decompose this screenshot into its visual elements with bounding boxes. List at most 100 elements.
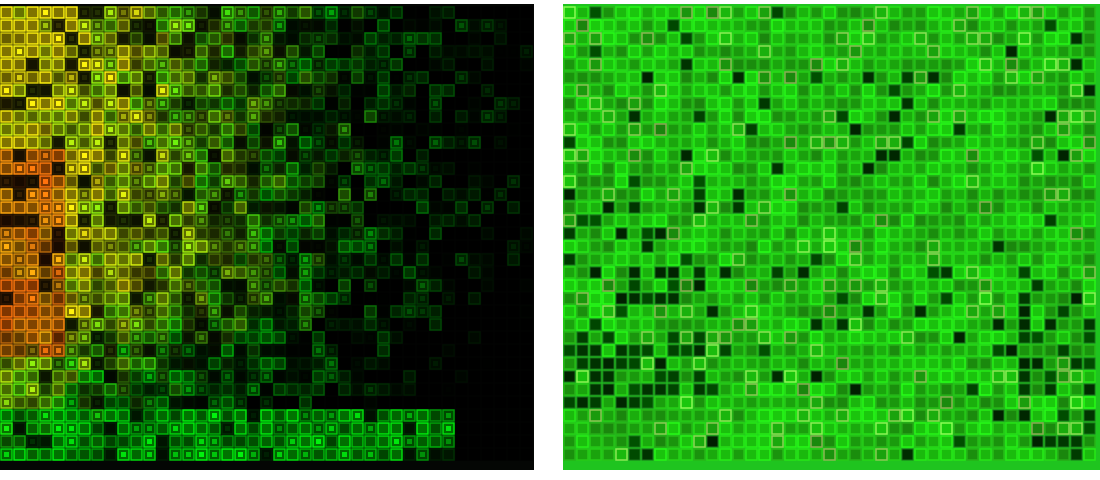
spot xyxy=(680,162,693,175)
spot xyxy=(745,6,758,19)
spot xyxy=(992,201,1005,214)
spot xyxy=(576,344,589,357)
spot xyxy=(667,266,680,279)
spot xyxy=(758,396,771,409)
spot xyxy=(966,331,979,344)
spot xyxy=(836,279,849,292)
spot xyxy=(208,279,221,292)
spot xyxy=(355,361,360,366)
spot xyxy=(481,409,494,422)
spot xyxy=(407,140,412,145)
spot xyxy=(680,370,693,383)
spot xyxy=(416,435,429,448)
spot xyxy=(1044,136,1057,149)
spot xyxy=(784,344,797,357)
spot xyxy=(641,149,654,162)
spot xyxy=(377,422,390,435)
spot xyxy=(442,227,455,240)
spot xyxy=(182,318,195,331)
spot xyxy=(927,162,940,175)
spot xyxy=(403,422,416,435)
spot xyxy=(849,292,862,305)
spot xyxy=(234,45,247,58)
spot xyxy=(108,127,113,132)
spot xyxy=(520,279,533,292)
spot xyxy=(247,422,260,435)
spot xyxy=(104,305,117,318)
spot xyxy=(1005,123,1018,136)
spot xyxy=(264,270,269,275)
spot xyxy=(238,361,243,366)
spot xyxy=(472,439,477,444)
spot xyxy=(628,305,641,318)
spot xyxy=(992,188,1005,201)
spot xyxy=(299,175,312,188)
spot xyxy=(468,97,481,110)
spot xyxy=(771,136,784,149)
spot xyxy=(355,127,360,132)
spot xyxy=(286,149,299,162)
spot xyxy=(875,409,888,422)
spot xyxy=(82,23,87,28)
spot xyxy=(212,309,217,314)
spot xyxy=(208,331,221,344)
spot xyxy=(641,383,654,396)
spot xyxy=(1031,110,1044,123)
spot xyxy=(303,413,308,418)
spot xyxy=(875,331,888,344)
spot xyxy=(706,344,719,357)
spot xyxy=(134,348,139,353)
spot xyxy=(130,370,143,383)
spot xyxy=(511,400,516,405)
spot xyxy=(862,357,875,370)
spot xyxy=(628,97,641,110)
spot xyxy=(329,49,334,54)
spot xyxy=(992,136,1005,149)
spot xyxy=(576,136,589,149)
spot xyxy=(615,201,628,214)
spot xyxy=(30,192,35,197)
spot xyxy=(520,448,533,461)
spot xyxy=(1031,149,1044,162)
spot xyxy=(810,149,823,162)
spot xyxy=(143,149,156,162)
spot xyxy=(836,45,849,58)
spot xyxy=(1070,214,1083,227)
spot xyxy=(992,240,1005,253)
spot xyxy=(576,58,589,71)
spot xyxy=(758,318,771,331)
spot xyxy=(758,240,771,253)
spot xyxy=(719,45,732,58)
spot xyxy=(1005,370,1018,383)
spot xyxy=(52,45,65,58)
spot xyxy=(65,214,78,227)
spot xyxy=(706,370,719,383)
spot xyxy=(1018,279,1031,292)
spot xyxy=(442,32,455,45)
spot xyxy=(277,218,282,223)
spot xyxy=(78,344,91,357)
spot xyxy=(1070,279,1083,292)
spot xyxy=(563,266,576,279)
spot xyxy=(888,253,901,266)
spot xyxy=(325,240,338,253)
spot xyxy=(173,452,178,457)
spot xyxy=(901,71,914,84)
spot xyxy=(95,23,100,28)
spot xyxy=(745,279,758,292)
spot xyxy=(195,266,208,279)
spot xyxy=(979,227,992,240)
spot xyxy=(901,292,914,305)
spot xyxy=(156,136,169,149)
spot xyxy=(979,6,992,19)
spot xyxy=(992,383,1005,396)
spot xyxy=(303,257,308,262)
spot xyxy=(377,6,390,19)
spot xyxy=(771,84,784,97)
right-array xyxy=(563,4,1100,470)
spot xyxy=(251,283,256,288)
spot xyxy=(446,413,451,418)
spot xyxy=(26,123,39,136)
spot xyxy=(13,201,26,214)
spot xyxy=(628,32,641,45)
